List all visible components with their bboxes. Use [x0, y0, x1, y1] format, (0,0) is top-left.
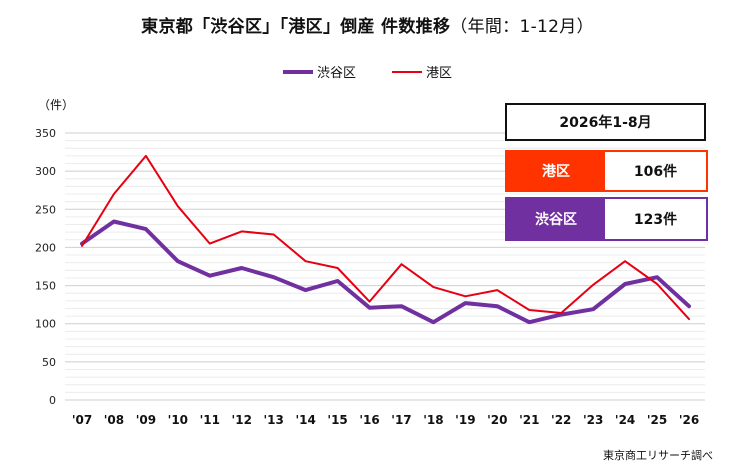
x-tick-label: '19: [455, 413, 475, 427]
y-tick-label: 200: [35, 241, 56, 254]
summary-period-label: 2026年1-8月: [559, 115, 652, 131]
x-tick-label: '14: [295, 413, 315, 427]
x-tick-label: '22: [551, 413, 571, 427]
y-tick-label: 0: [49, 394, 56, 407]
source-note: 東京商工リサーチ調べ: [603, 449, 713, 462]
chart-title-period: （年間：1-12月）: [450, 17, 594, 37]
y-tick-label: 150: [35, 280, 56, 293]
legend-label-minato: 港区: [426, 66, 453, 81]
x-tick-label: '20: [487, 413, 507, 427]
summary-minato-box: 港区 106件: [505, 150, 708, 192]
legend-swatch-minato: [392, 70, 422, 73]
summary-minato-value: 106件: [605, 152, 706, 190]
legend-item-minato: 港区: [392, 62, 452, 81]
summary-shibuya-label: 渋谷区: [507, 199, 605, 239]
x-tick-label: '11: [200, 413, 220, 427]
x-tick-label: '07: [72, 413, 92, 427]
legend-swatch-shibuya: [282, 69, 313, 74]
x-tick-label: '21: [519, 413, 539, 427]
x-tick-label: '17: [391, 413, 411, 427]
chart-title-main: 東京都「渋谷区」「港区」倒産 件数推移: [141, 17, 451, 37]
x-tick-label: '23: [583, 413, 603, 427]
y-tick-label: 50: [42, 356, 56, 369]
x-tick-label: '10: [168, 413, 188, 427]
series-line-shibuya: [80, 219, 691, 325]
x-tick-label: '16: [359, 413, 379, 427]
legend-item-shibuya: 渋谷区: [282, 62, 356, 81]
series-line-minato: [81, 154, 690, 321]
x-tick-label: '08: [104, 413, 124, 427]
x-tick-label: '26: [679, 413, 699, 427]
x-tick-label: '09: [136, 413, 156, 427]
chart-legend: 渋谷区 港区: [0, 62, 735, 81]
x-axis-ticks: '07 '08 '09 '10 '11 '12 '13 '14 '15 '16 '17 '18 '19 '…: [72, 413, 699, 427]
x-tick-label: '24: [615, 413, 635, 427]
summary-shibuya-box: 渋谷区 123件: [505, 197, 708, 241]
legend-label-shibuya: 渋谷区: [316, 66, 356, 81]
y-tick-label: 350: [35, 127, 56, 140]
x-tick-label: '18: [423, 413, 443, 427]
x-tick-label: '13: [263, 413, 283, 427]
x-tick-label: '25: [647, 413, 667, 427]
chart-title: 東京都「渋谷区」「港区」倒産 件数推移（年間：1-12月）: [0, 12, 735, 37]
summary-minato-label: 港区: [507, 152, 605, 190]
series-lines: [80, 154, 691, 325]
summary-shibuya-value: 123件: [605, 199, 706, 239]
y-axis-ticks: 0 50 100 150 200 250 300 350: [35, 127, 56, 407]
x-tick-label: '15: [327, 413, 347, 427]
x-tick-label: '12: [232, 413, 252, 427]
y-tick-label: 100: [35, 318, 56, 331]
summary-period-box: 2026年1-8月: [505, 103, 706, 141]
y-tick-label: 250: [35, 203, 56, 216]
y-tick-label: 300: [35, 165, 56, 178]
y-axis-unit: （件）: [38, 98, 75, 112]
